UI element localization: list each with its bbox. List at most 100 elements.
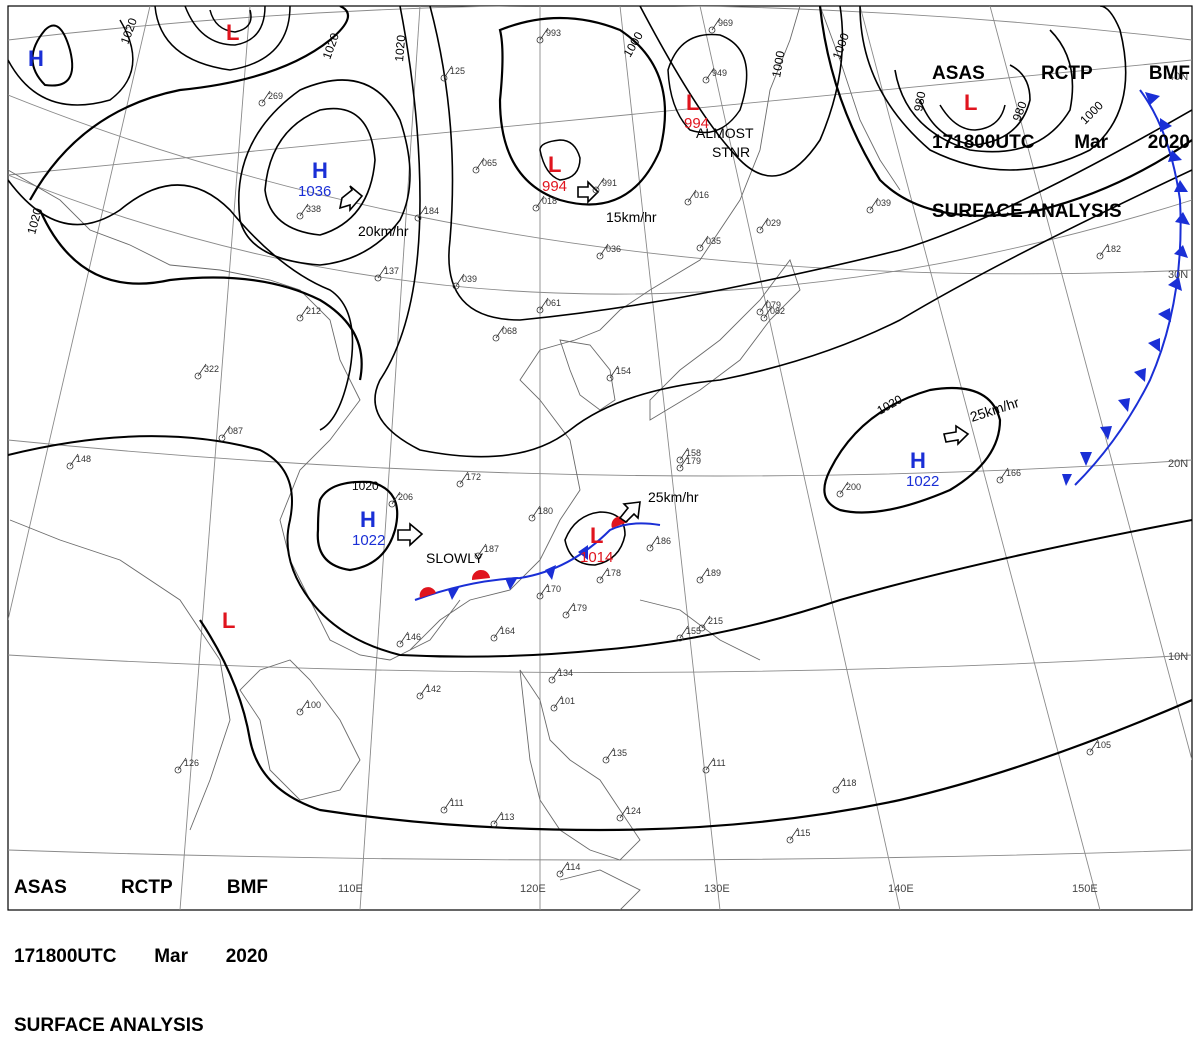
station-pressure-label: 082 <box>770 306 785 316</box>
wind-barb <box>649 535 659 549</box>
header-year: 2020 <box>225 946 268 967</box>
wind-barb <box>999 467 1009 481</box>
station-circle <box>66 462 74 470</box>
isobar <box>31 24 74 87</box>
station-pressure-label: 186 <box>656 536 671 546</box>
station-circle <box>760 314 768 322</box>
isobar <box>316 480 399 572</box>
station-pressure-label: 170 <box>546 584 561 594</box>
station-pressure-label: 187 <box>484 544 499 554</box>
isobar <box>8 19 134 106</box>
cold-front-tooth <box>1062 474 1072 486</box>
wind-barb <box>443 65 453 79</box>
header-office: BMF <box>226 877 268 898</box>
motion-annotation: STNR <box>712 144 750 160</box>
wind-barb <box>759 217 769 231</box>
station-pressure-label: 338 <box>306 204 321 214</box>
station-pressure-label: 134 <box>558 668 573 678</box>
station-circle <box>698 624 706 632</box>
station-pressure-label: 137 <box>384 266 399 276</box>
cold-front-tooth <box>1168 277 1182 291</box>
isobar <box>919 64 1031 146</box>
wind-barb <box>595 177 605 191</box>
wind-barb <box>391 491 401 505</box>
wind-barb <box>539 297 549 311</box>
station-circle <box>756 308 764 316</box>
wind-barb <box>1089 739 1099 753</box>
station-pressure-label: 142 <box>426 684 441 694</box>
cold-front-tooth <box>1134 368 1146 382</box>
station-circle <box>596 252 604 260</box>
wind-barb <box>1099 243 1109 257</box>
cold-front-tooth <box>1175 212 1190 225</box>
isobar <box>374 6 1192 458</box>
high-center-value: 1022 <box>352 532 385 549</box>
cold-front-tooth <box>1158 308 1171 322</box>
station-circle <box>440 74 448 82</box>
latitude-label: 10N <box>1168 651 1188 663</box>
station-circle <box>440 806 448 814</box>
motion-arrow <box>397 522 424 547</box>
wind-barb <box>763 305 773 319</box>
wind-barb <box>535 195 545 209</box>
wind-barb <box>493 811 503 825</box>
station-pressure-label: 172 <box>466 472 481 482</box>
header-top-right: ASAS RCTP BMF 171800UTC Mar 2020 SURFACE… <box>932 16 1190 246</box>
map-frame <box>7 5 1193 911</box>
wind-barb <box>679 447 689 461</box>
station-pressure-label: 993 <box>546 28 561 38</box>
wind-barb <box>69 453 79 467</box>
station-pressure-label: 155 <box>686 626 701 636</box>
wind-barb <box>197 363 207 377</box>
wind-barb <box>419 683 429 697</box>
isobar <box>818 6 1192 217</box>
isobar <box>154 6 291 71</box>
station-pressure-label: 184 <box>424 206 439 216</box>
station-circle <box>996 476 1004 484</box>
station-pressure-label: 178 <box>606 568 621 578</box>
station-circle <box>456 480 464 488</box>
wind-barb <box>699 235 709 249</box>
header-office: BMF <box>1148 63 1190 84</box>
station-pressure-label: 039 <box>876 198 891 208</box>
wind-barb <box>687 189 697 203</box>
motion-arrow <box>338 185 364 213</box>
station-pressure-label: 322 <box>204 364 219 374</box>
station-pressure-label: 182 <box>1106 244 1121 254</box>
low-center-letter: L <box>548 152 561 177</box>
station-circle <box>866 206 874 214</box>
high-center-letter: H <box>360 507 376 532</box>
station-circle <box>676 634 684 642</box>
low-center-letter: L <box>226 20 239 45</box>
isobar-label: 1020 <box>24 206 45 236</box>
high-center-value: 1022 <box>906 473 939 490</box>
header-year: 2020 <box>1147 132 1190 153</box>
station-circle <box>696 576 704 584</box>
station-pressure-label: 087 <box>228 426 243 436</box>
station-pressure-label: 035 <box>706 236 721 246</box>
station-circle <box>1096 252 1104 260</box>
station-circle <box>528 514 536 522</box>
wind-barb <box>455 273 465 287</box>
station-circle <box>548 676 556 684</box>
wind-barb <box>711 17 721 31</box>
latitude-label: 20N <box>1168 458 1188 470</box>
isobar <box>238 79 411 266</box>
station-circle <box>602 756 610 764</box>
wind-barb <box>531 505 541 519</box>
graticule-labels: 110E 120E 130E 140E 150E 40N 30N 20N 10N <box>338 71 1188 895</box>
longitude-label: 130E <box>704 883 730 895</box>
cold-front-tooth <box>1118 398 1130 412</box>
station-pressure-label: 036 <box>606 244 621 254</box>
wind-barb <box>459 471 469 485</box>
station-pressure-label: 180 <box>538 506 553 516</box>
station-pressure-label: 068 <box>502 326 517 336</box>
wind-barb <box>599 567 609 581</box>
station-pressure-label: 189 <box>706 568 721 578</box>
station-circle <box>536 36 544 44</box>
cold-front-tooth <box>1160 118 1172 132</box>
station-circle <box>786 836 794 844</box>
header-title: SURFACE ANALYSIS <box>14 1015 204 1036</box>
wind-barb <box>299 305 309 319</box>
cold-front-tooth <box>1174 180 1188 192</box>
